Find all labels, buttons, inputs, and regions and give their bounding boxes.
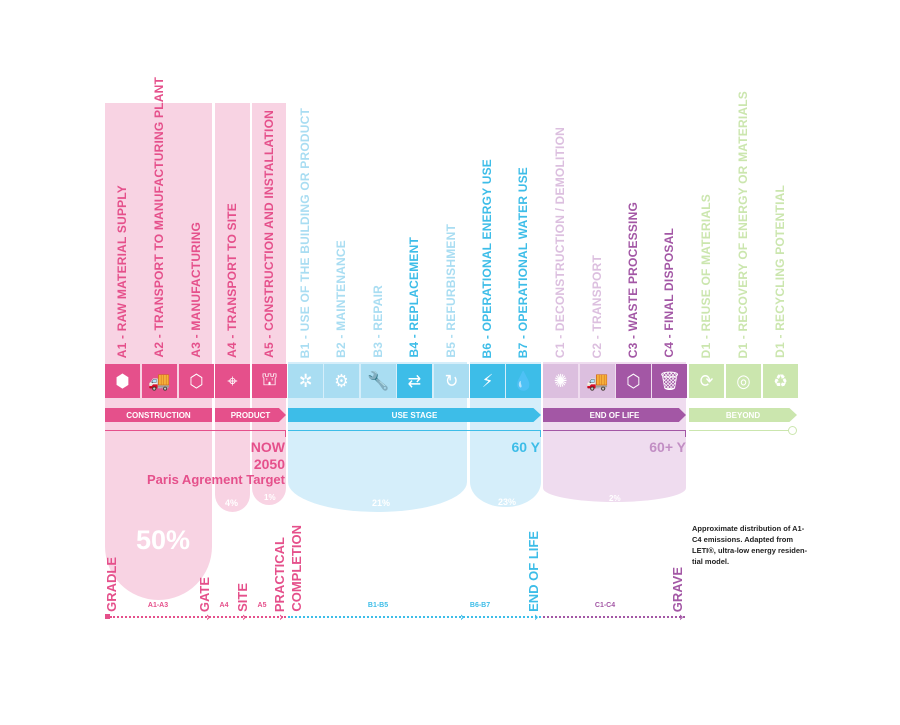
stage-construction: CONSTRUCTION: [105, 408, 212, 422]
column-label: B4 - REPLACEMENT: [407, 237, 421, 358]
marker-site: SITE: [235, 583, 250, 612]
cube-gear-icon: ⚙: [324, 364, 359, 398]
chevron-right-icon: ›: [242, 610, 247, 624]
cube-circle-icon: ◎: [726, 364, 761, 398]
column-label: B6 - OPERATIONAL ENERGY USE: [480, 158, 494, 358]
timeline-use-dots: [288, 616, 541, 618]
cube-cycle-icon: ⟳: [689, 364, 724, 398]
year-label: 2050: [253, 456, 285, 472]
stage-label: BEYOND: [725, 410, 761, 420]
column-label: A3 - MANUFACTURING: [189, 222, 203, 358]
column-label: D1 - RECOVERY OF ENERGY OR MATERIALS: [736, 90, 750, 358]
stage-label: PRODUCT: [230, 410, 271, 420]
column-label: A5 - CONSTRUCTION AND INSTALLATION: [262, 110, 276, 358]
trash-cube-icon: 🗑: [652, 364, 687, 398]
cube-wrench-icon: 🔧: [361, 364, 396, 398]
marker-end-of-life: END OF LIFE: [526, 531, 541, 612]
column-label: C4 - FINAL DISPOSAL: [662, 228, 676, 358]
marker-cradle: GRADLE: [104, 557, 119, 612]
stage-product: PRODUCT: [215, 408, 286, 422]
chevron-right-icon: ›: [206, 610, 211, 624]
segment-a5: A5: [257, 602, 267, 609]
a5-bubble: [252, 420, 286, 505]
cube-radiating-icon: ✲: [288, 364, 323, 398]
chevron-right-icon: ›: [534, 610, 539, 624]
location-pin-icon: ⌖: [215, 364, 250, 398]
marker-gate: GATE: [197, 576, 212, 612]
pct-a4: 4%: [225, 498, 239, 508]
column-label: B2 - MAINTENANCE: [334, 240, 348, 358]
column-label: B3 - REPAIR: [371, 285, 385, 358]
segment-a1-a3: A1-A3: [147, 602, 169, 609]
marker-grave: GRAVE: [670, 566, 685, 612]
column-divider: [212, 103, 215, 433]
truck-cube-icon: 🚚: [580, 364, 615, 398]
column-label: C1 - DECONSTRUCTION / DEMOLITION: [553, 126, 567, 358]
pct-a1-a3: 50%: [136, 525, 191, 555]
stage-end-of-life: END OF LIFE: [543, 408, 686, 422]
timeline-product-dots: [110, 616, 286, 618]
source-note: Approximate distribution of A1-C4 emissi…: [692, 524, 808, 566]
use-duration-line: [288, 430, 541, 437]
column-label: A2 - TRANSPORT TO MANUFACTURING PLANT: [152, 77, 166, 358]
beyond-line: [689, 430, 789, 431]
pct-c1-c4: 2%: [609, 494, 621, 503]
now-label: NOW: [250, 439, 285, 455]
column-label: B7 - OPERATIONAL WATER USE: [516, 166, 530, 358]
product-duration-line: [105, 430, 286, 437]
stage-use: USE STAGE: [288, 408, 541, 422]
pct-b6-b7: 23%: [498, 497, 517, 507]
eol-duration-line: [543, 430, 686, 437]
timeline-start-square: [105, 614, 110, 619]
press-cube-icon: ⬡: [616, 364, 651, 398]
pct-b1-b5: 21%: [372, 498, 391, 508]
timeline-eol-dots: [543, 616, 685, 618]
column-label: C2 - TRANSPORT: [590, 254, 604, 358]
column-label: B1 - USE OF THE BUILDING OR PRODUCT: [298, 107, 312, 358]
demolition-icon: ✺: [543, 364, 578, 398]
stage-label: USE STAGE: [391, 410, 438, 420]
water-drop-icon: 💧: [506, 364, 541, 398]
segment-a4: A4: [219, 602, 229, 609]
stage-beyond: BEYOND: [689, 408, 797, 422]
eol-years-label: 60+ Y: [649, 439, 686, 455]
a4-bubble: [215, 420, 250, 512]
column-label: A1 - RAW MATERIAL SUPPLY: [115, 184, 129, 358]
lightning-icon: ⚡: [470, 364, 505, 398]
column-divider: [250, 103, 252, 433]
column-label: D1 - REUSE OF MATERIALS: [699, 193, 713, 358]
stage-label: CONSTRUCTION: [126, 410, 191, 420]
column-label: B5 - REFURBISHMENT: [444, 224, 458, 358]
truck-cube-icon: 🚚: [142, 364, 177, 398]
beyond-end-circle: [788, 426, 797, 435]
segment-b6-b7: B6-B7: [469, 602, 491, 609]
chevron-right-icon: ›: [279, 610, 284, 624]
chevron-right-icon: ›: [460, 610, 465, 624]
chevron-right-icon: ›: [679, 610, 684, 624]
marker-completion: COMPLETION: [289, 525, 304, 612]
marker-practical: PRACTICAL: [272, 536, 287, 612]
column-label: D1 - RECYCLING POTENTIAL: [773, 185, 787, 358]
column-label: A4 - TRANSPORT TO SITE: [225, 203, 239, 358]
pct-a5: 1%: [264, 493, 276, 502]
use-years-label: 60 Y: [511, 439, 540, 455]
press-cube-icon: ⬡: [179, 364, 214, 398]
recycle-icon: ♻: [763, 364, 798, 398]
column-label: C3 - WASTE PROCESSING: [626, 201, 640, 358]
a1-a3-bubble: [105, 420, 212, 600]
cube-refresh-icon: ↻: [434, 364, 469, 398]
cubes-stack-icon: ⬢: [105, 364, 140, 398]
segment-c1-c4: C1-C4: [594, 602, 616, 609]
cube-swap-icon: ⇄: [397, 364, 432, 398]
segment-b1-b5: B1-B5: [367, 602, 389, 609]
crane-icon: ⛫: [252, 364, 287, 398]
paris-target-label: Paris Agrement Target: [147, 472, 285, 487]
stage-label: END OF LIFE: [589, 410, 640, 420]
